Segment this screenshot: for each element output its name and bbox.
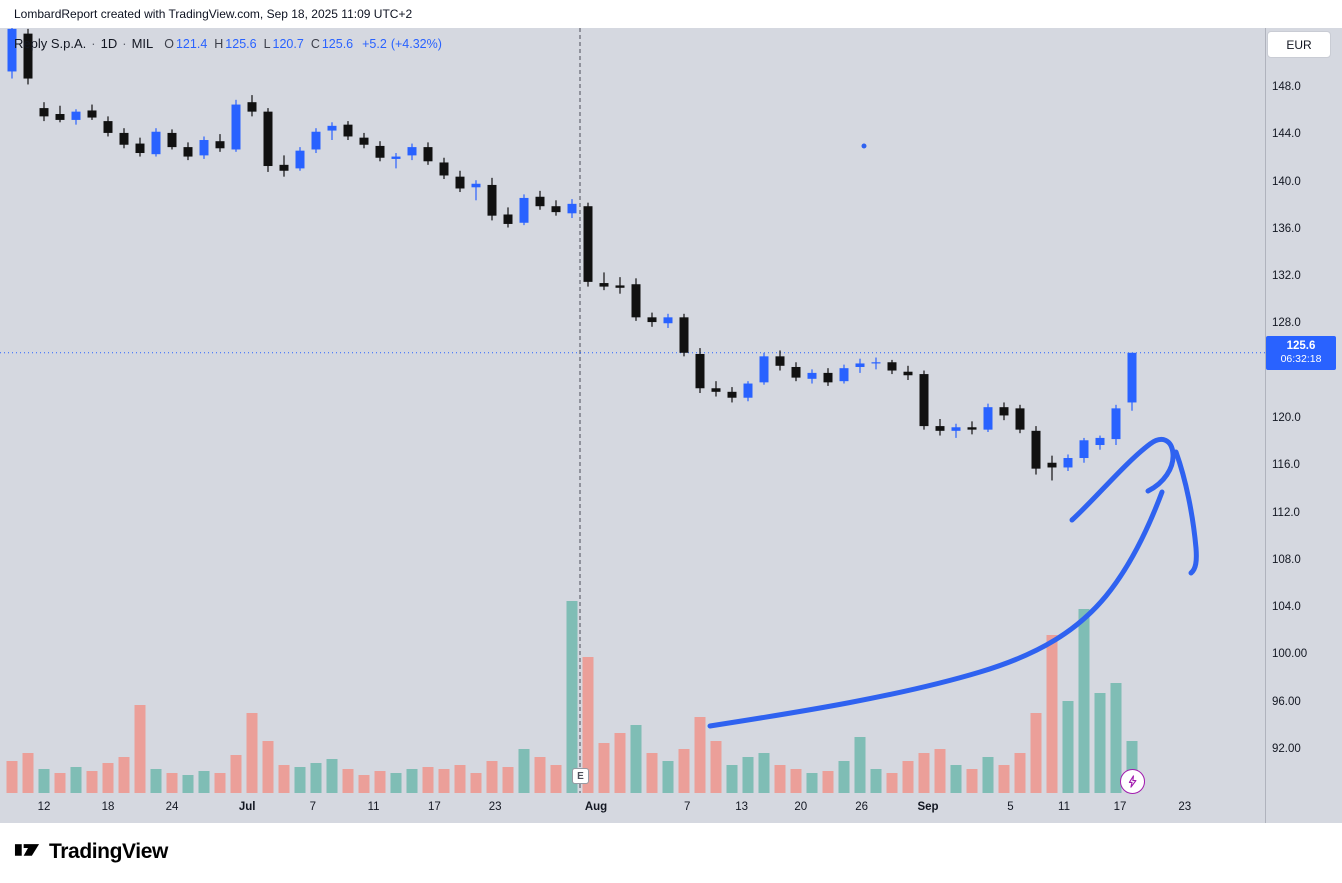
time-axis-label: 20 [794, 801, 808, 813]
price-axis-label: 120.0 [1272, 411, 1301, 424]
interval-label[interactable]: 1D [100, 36, 118, 51]
high-value: 125.6 [225, 37, 257, 51]
high-label: H [214, 37, 224, 51]
price-axis-label: 92.00 [1272, 742, 1301, 755]
time-axis-label: 26 [855, 801, 868, 813]
symbol-legend[interactable]: Reply S.p.A. · 1D · MIL O 121.4 H 125.6 … [14, 36, 442, 51]
change-value: +5.2 [362, 37, 387, 51]
low-label: L [263, 37, 271, 51]
symbol-name[interactable]: Reply S.p.A. [14, 36, 87, 51]
flash-event-marker[interactable] [1120, 769, 1145, 794]
lightning-icon [1125, 774, 1140, 789]
price-axis-label: 136.0 [1272, 222, 1301, 235]
legend-separator: · [122, 36, 127, 51]
earnings-marker[interactable]: E [572, 768, 589, 784]
time-axis-label: 18 [101, 801, 115, 813]
legend-separator: · [91, 36, 96, 51]
time-axis-label: Sep [917, 801, 939, 813]
tradingview-wordmark: TradingView [49, 839, 168, 863]
time-axis-label: 5 [1007, 801, 1014, 813]
tradingview-logo-icon [14, 837, 41, 866]
last-price-value: 125.6 [1286, 340, 1316, 353]
price-axis-label: 100.00 [1272, 648, 1308, 661]
close-label: C [310, 37, 320, 51]
attribution-note: LombardReport created with TradingView.c… [14, 7, 413, 21]
bar-countdown: 06:32:18 [1280, 353, 1322, 366]
close-value: 125.6 [321, 37, 354, 51]
time-axis-label: 13 [735, 801, 748, 813]
time-axis-label: 7 [309, 801, 316, 813]
price-axis[interactable]: 148.0 144.0 140.0 136.0 132.0 128.0 120.0 116.0… [1272, 0, 1342, 823]
time-axis-label: 17 [1113, 801, 1127, 813]
price-axis-label: 144.0 [1272, 128, 1301, 141]
low-value: 120.7 [272, 37, 304, 51]
change-percent: (+4.32%) [390, 37, 442, 51]
time-axis-label: 17 [427, 801, 441, 813]
time-axis-label: 24 [165, 801, 179, 813]
time-axis-label: 7 [683, 801, 691, 813]
exchange-label: MIL [131, 36, 154, 51]
time-axis-label: 23 [1178, 801, 1192, 813]
price-axis-label: 116.0 [1272, 459, 1300, 472]
time-axis-label: Jul [238, 801, 256, 813]
time-axis-label: Aug [584, 801, 608, 813]
time-axis-label: 11 [367, 801, 380, 813]
currency-button[interactable]: EUR [1267, 31, 1331, 58]
price-axis-label: 104.0 [1272, 601, 1301, 614]
open-value: 121.4 [175, 37, 208, 51]
time-axis-label: 11 [1058, 801, 1070, 813]
time-axis[interactable]: 12 18 24 Jul 7 11 17 23 Aug 7 13 20 26 Sep 5 11 17 23 [0, 801, 1265, 821]
price-axis-label: 108.0 [1272, 553, 1301, 566]
price-axis-label: 96.00 [1272, 695, 1301, 708]
ohlc-values: O 121.4 H 125.6 L 120.7 C 125.6 +5.2 (+4… [164, 37, 442, 51]
price-axis-label: 112.0 [1272, 506, 1300, 519]
last-price-tag: 125.6 06:32:18 [1266, 335, 1336, 370]
price-axis-separator [1265, 28, 1266, 823]
open-label: O [164, 37, 174, 51]
time-axis-label: 23 [488, 801, 502, 813]
tradingview-logo[interactable]: TradingView [14, 837, 168, 866]
price-axis-label: 140.0 [1272, 175, 1301, 188]
price-axis-label: 128.0 [1272, 317, 1301, 330]
price-axis-label: 148.0 [1272, 81, 1301, 93]
price-axis-label: 132.0 [1272, 270, 1301, 283]
time-axis-label: 12 [37, 801, 51, 813]
